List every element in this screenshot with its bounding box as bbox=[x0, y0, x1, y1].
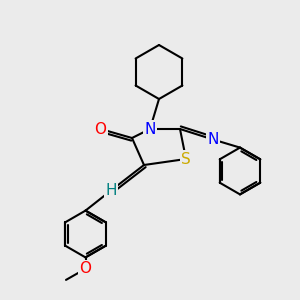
Text: N: N bbox=[207, 132, 219, 147]
Text: H: H bbox=[105, 183, 117, 198]
Text: S: S bbox=[181, 152, 191, 166]
Text: O: O bbox=[80, 261, 92, 276]
Text: O: O bbox=[94, 122, 106, 136]
Text: N: N bbox=[144, 122, 156, 136]
